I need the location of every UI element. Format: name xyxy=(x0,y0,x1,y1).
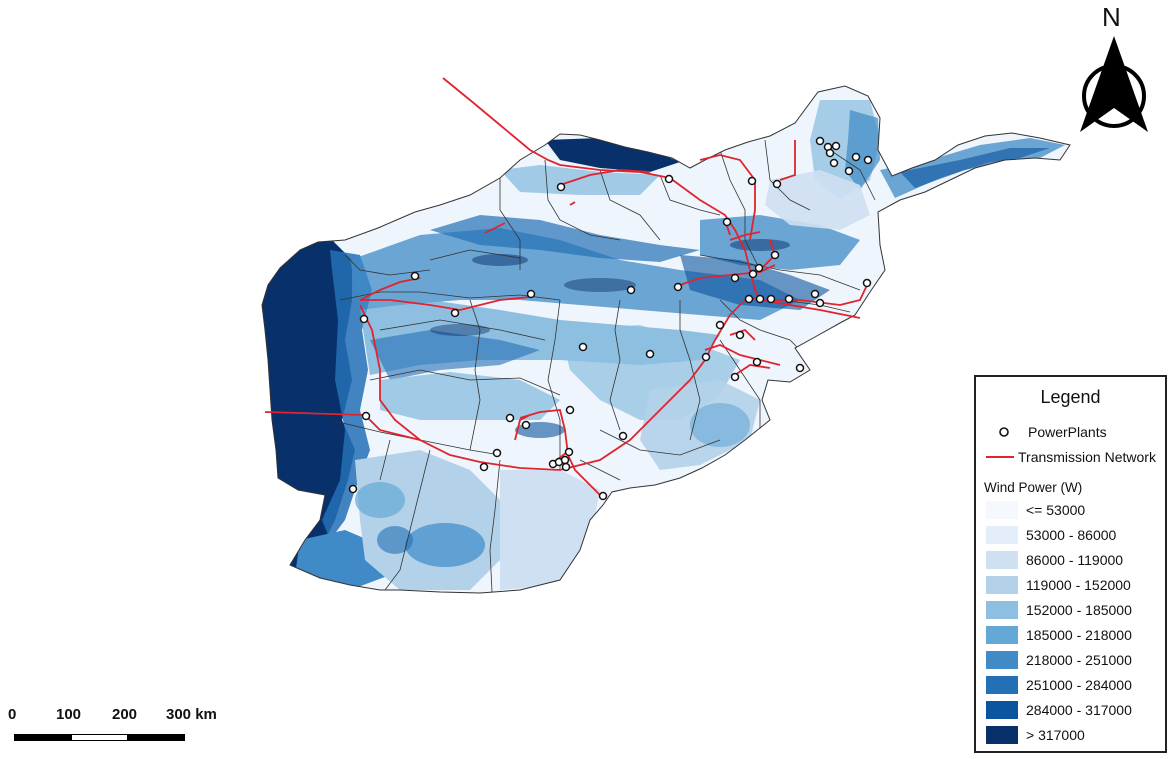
legend-swatch xyxy=(986,576,1018,594)
legend-wind-header: Wind Power (W) xyxy=(984,480,1083,495)
legend-class: 185000 - 218000 xyxy=(986,626,1132,644)
legend-class-label: 218000 - 251000 xyxy=(1026,652,1132,668)
legend-class-label: 152000 - 185000 xyxy=(1026,602,1132,618)
north-arrow: N xyxy=(1068,2,1160,146)
north-arrow-icon xyxy=(1080,36,1148,132)
scale-segment xyxy=(14,734,72,741)
legend-swatch xyxy=(986,701,1018,719)
legend-class-label: 284000 - 317000 xyxy=(1026,702,1132,718)
legend-title: Legend xyxy=(1040,387,1101,407)
scale-label: 100 xyxy=(56,706,82,723)
powerplant-symbol-icon xyxy=(999,427,1009,437)
scale-label: 200 xyxy=(112,706,138,723)
legend-swatch xyxy=(986,526,1018,544)
legend-transmission: Transmission Network xyxy=(986,449,1156,465)
legend-class-label: > 317000 xyxy=(1026,727,1085,743)
legend-class-label: 119000 - 152000 xyxy=(1026,577,1131,593)
legend-powerplants-label: PowerPlants xyxy=(1028,424,1107,440)
legend-swatch xyxy=(986,626,1018,644)
legend-class: 152000 - 185000 xyxy=(986,601,1132,619)
scale-label: 300 km xyxy=(166,706,217,723)
legend-class: 284000 - 317000 xyxy=(986,701,1132,719)
legend-class: 251000 - 284000 xyxy=(986,676,1132,694)
legend-class: 53000 - 86000 xyxy=(986,526,1116,544)
legend-swatch xyxy=(986,551,1018,569)
legend-class-label: 185000 - 218000 xyxy=(1026,627,1132,643)
legend-class-label: <= 53000 xyxy=(1026,502,1086,518)
legend-class-label: 251000 - 284000 xyxy=(1026,677,1132,693)
legend-class-label: 53000 - 86000 xyxy=(1026,527,1117,543)
scale-segment xyxy=(71,734,128,741)
legend: Legend PowerPlants Transmission Network … xyxy=(974,375,1167,753)
legend-swatch xyxy=(986,651,1018,669)
legend-class: > 317000 xyxy=(986,726,1085,744)
legend-swatch xyxy=(986,601,1018,619)
legend-powerplants: PowerPlants xyxy=(986,424,1107,440)
legend-class-label: 86000 - 119000 xyxy=(1026,552,1124,568)
north-label: N xyxy=(1102,2,1121,32)
legend-swatch xyxy=(986,501,1018,519)
scale-label: 0 xyxy=(8,706,17,723)
legend-swatch xyxy=(986,676,1018,694)
legend-swatch xyxy=(986,726,1018,744)
scale-segment xyxy=(127,734,185,741)
legend-class: 86000 - 119000 xyxy=(986,551,1123,569)
transmission-line-symbol-icon xyxy=(986,456,1014,458)
power-plants xyxy=(348,136,873,501)
legend-class: <= 53000 xyxy=(986,501,1085,519)
legend-transmission-label: Transmission Network xyxy=(1018,449,1156,465)
legend-class: 119000 - 152000 xyxy=(986,576,1131,594)
scale-bar: 0 100 200 300 km xyxy=(8,706,248,751)
legend-class: 218000 - 251000 xyxy=(986,651,1132,669)
